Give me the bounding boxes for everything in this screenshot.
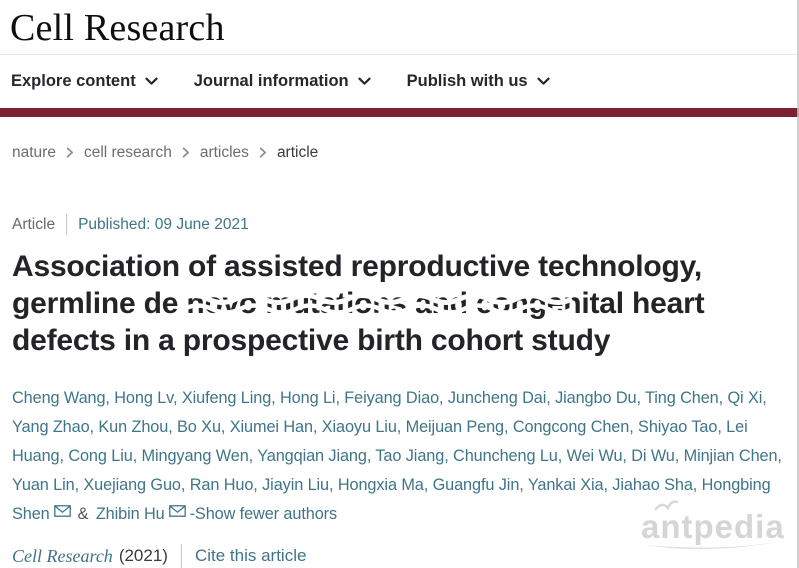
journal-header: Cell Research	[0, 0, 799, 54]
article-meta-row: Article Published: 09 June 2021	[12, 214, 799, 235]
chevron-down-icon	[145, 77, 158, 85]
chevron-right-icon	[259, 147, 266, 157]
citation-journal-link[interactable]: Cell Research	[12, 545, 113, 566]
main-nav: Explore content Journal information Publ…	[0, 54, 799, 108]
envelope-icon[interactable]	[168, 505, 186, 517]
chevron-right-icon	[66, 147, 74, 157]
envelope-icon[interactable]	[53, 505, 71, 517]
breadcrumb-item-article-current: article	[276, 144, 319, 161]
author-link-last[interactable]: Zhibin Hu	[95, 505, 165, 523]
chevron-down-icon	[358, 77, 371, 85]
article-title-line: defects in a prospective birth cohort st…	[12, 324, 611, 357]
published-date: Published: 09 June 2021	[78, 215, 249, 233]
author-links[interactable]: Cheng Wang, Hong Lv, Xiufeng Ling, Hong …	[12, 389, 782, 523]
citation-divider	[180, 544, 182, 568]
nav-item-label: Explore content	[11, 72, 136, 90]
breadcrumb-item-nature[interactable]: nature	[12, 144, 56, 161]
nav-item-label: Publish with us	[406, 72, 528, 90]
citation-row: Cell Research (2021) Cite this article	[12, 544, 799, 568]
article-title-line: germline de novo mutations and congenita…	[12, 287, 705, 320]
cite-this-article-link[interactable]: Cite this article	[194, 546, 307, 565]
citation-year: (2021)	[118, 546, 168, 565]
ampersand: &	[77, 505, 89, 523]
nav-item-explore-content[interactable]: Explore content	[11, 72, 158, 91]
article-type-label: Article	[12, 215, 56, 233]
breadcrumb-item-articles[interactable]: articles	[199, 144, 249, 161]
antpedia-watermark: antpedia	[635, 498, 793, 556]
watermark-text: antpedia	[641, 508, 785, 545]
nav-item-label: Journal information	[193, 72, 349, 90]
breadcrumb-item-cell-research[interactable]: cell research	[83, 144, 172, 161]
meta-divider	[66, 214, 68, 235]
journal-accent-bar	[0, 108, 799, 117]
watermark-swoosh	[639, 540, 789, 550]
author-list: Cheng Wang, Hong Lv, Xiufeng Ling, Hong …	[12, 384, 791, 529]
nav-item-journal-information[interactable]: Journal information	[194, 72, 371, 91]
window-edge	[797, 0, 799, 568]
journal-logo[interactable]: Cell Research	[10, 7, 225, 49]
chevron-down-icon	[537, 77, 550, 85]
breadcrumb: nature cell research articles article	[12, 144, 799, 162]
show-fewer-authors-link[interactable]: -Show fewer authors	[189, 505, 338, 523]
article-title-line: Association of assisted reproductive tec…	[12, 250, 702, 283]
nav-item-publish-with-us[interactable]: Publish with us	[407, 72, 550, 91]
chevron-right-icon	[182, 147, 189, 157]
watermark-bird-icon	[654, 500, 679, 511]
article-title: Association of assisted reproductive tec…	[12, 248, 789, 359]
